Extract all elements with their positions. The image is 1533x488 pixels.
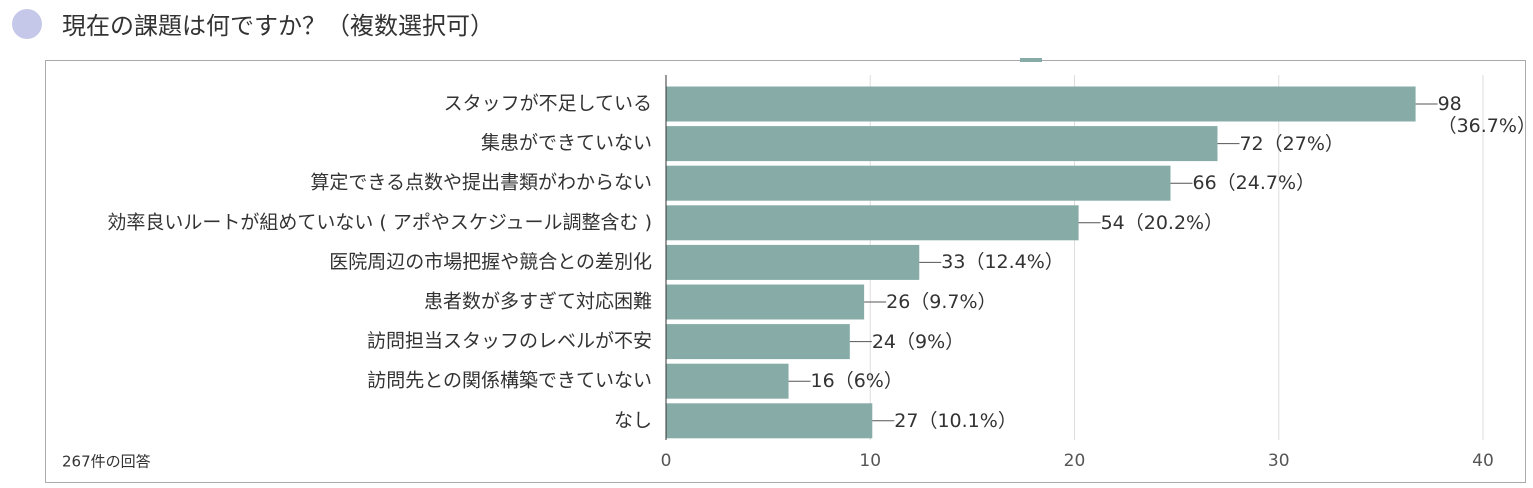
x-tick-label: 10 [859,451,881,471]
x-tick-label: 20 [1064,451,1086,471]
y-tick-label: 患者数が多すぎて対応困難 [424,291,652,313]
y-tick-label: スタッフが不足している [444,93,652,115]
value-label: 26（9.7%） [886,291,997,313]
legend-marker [1020,58,1042,62]
x-tick-label: 0 [661,451,672,471]
footer: 267件の回答 [62,453,151,471]
frame [45,60,1526,483]
value-label: 98（36.7%） [1437,93,1533,137]
chart-title: 現在の課題は何ですか？（複数選択可） [62,12,494,40]
bar [666,403,873,439]
bar [666,244,920,280]
y-tick-label: 訪問先との関係構築できていない [367,370,652,392]
x-tick-label: 40 [1472,451,1494,471]
value-label: 72（27%） [1239,132,1344,155]
y-tick-label: 効率良いルートが組めていない ( アポやスケジュール調整含む ) [107,211,652,233]
bar [666,363,789,399]
x-tick-label: 30 [1268,451,1290,471]
bar [666,284,865,320]
bar [666,126,1218,162]
title-icon [12,9,42,39]
y-tick-label: 訪問担当スタッフのレベルが不安 [367,330,652,352]
value-label: 54（20.2%） [1100,211,1224,234]
y-tick-label: 医院周辺の市場把握や競合との差別化 [329,251,652,273]
value-label: 16（6%） [810,370,903,393]
value-label: 33（12.4%） [941,251,1064,274]
value-label: 66（24.7%） [1192,172,1316,195]
y-tick-label: 集患ができていない [481,132,652,154]
value-label: 27（10.1%） [894,409,1017,432]
value-label: 24（9%） [871,330,965,353]
bar [666,165,1171,201]
bar [666,86,1416,122]
bar [666,205,1079,241]
y-tick-label: なし [614,409,652,431]
bar [666,324,850,360]
y-tick-label: 算定できる点数や提出書類がわからない [310,172,652,194]
